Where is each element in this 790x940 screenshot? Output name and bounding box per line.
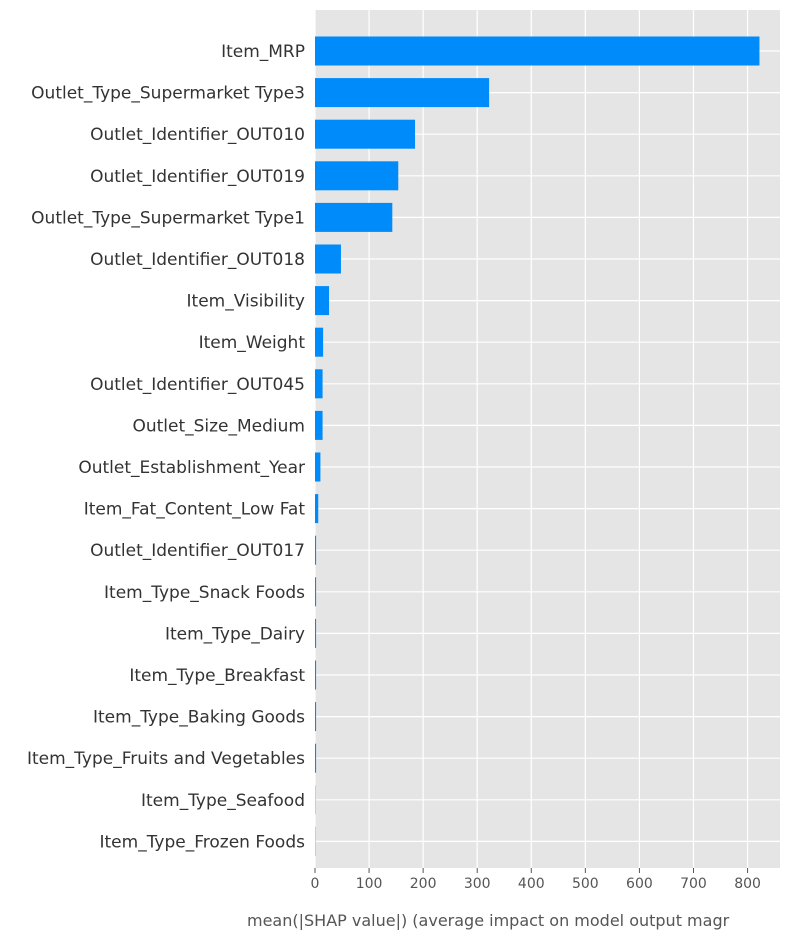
bar <box>315 743 317 773</box>
x-tick-label: 100 <box>356 876 383 892</box>
bar <box>315 702 317 732</box>
category-label: Item_Weight <box>199 333 306 353</box>
x-axis-label: mean(|SHAP value|) (average impact on mo… <box>247 911 730 930</box>
x-tick-label: 500 <box>572 876 599 892</box>
bar <box>315 535 317 565</box>
category-label: Item_Fat_Content_Low Fat <box>84 500 306 520</box>
category-label: Item_Type_Dairy <box>165 624 305 644</box>
category-labels: Item_MRP Outlet_Type_Supermarket Type3 Out… <box>27 42 305 852</box>
category-label: Outlet_Identifier_OUT019 <box>90 167 305 187</box>
x-tick-label: 600 <box>626 876 653 892</box>
category-label: Outlet_Identifier_OUT018 <box>90 250 305 270</box>
x-tick-label: 0 <box>311 876 320 892</box>
bar <box>315 286 330 316</box>
x-tick-label: 700 <box>680 876 707 892</box>
bar <box>315 410 323 440</box>
bar <box>315 244 341 274</box>
category-label: Item_Type_Frozen Foods <box>100 832 306 852</box>
bar <box>315 452 321 482</box>
bar <box>315 369 323 399</box>
bar <box>315 78 490 108</box>
category-label: Outlet_Size_Medium <box>132 416 305 436</box>
category-label: Item_Type_Seafood <box>141 791 305 811</box>
bar <box>315 660 317 690</box>
category-label: Outlet_Identifier_OUT045 <box>90 375 305 395</box>
category-label: Item_Type_Breakfast <box>129 666 305 686</box>
bar <box>315 36 760 66</box>
bar <box>315 202 393 232</box>
category-label: Item_Type_Baking Goods <box>93 708 305 728</box>
x-tick-label: 300 <box>464 876 491 892</box>
x-tick-label: 400 <box>518 876 545 892</box>
category-label: Outlet_Identifier_OUT010 <box>90 125 305 145</box>
category-label: Outlet_Establishment_Year <box>78 458 305 478</box>
category-label: Outlet_Type_Supermarket Type1 <box>31 208 305 228</box>
bar <box>315 618 317 648</box>
category-label: Outlet_Type_Supermarket Type3 <box>31 84 305 104</box>
bar <box>315 119 416 149</box>
plot-background <box>315 10 780 868</box>
category-label: Item_MRP <box>221 42 305 62</box>
bar <box>315 161 399 191</box>
bar <box>315 494 319 524</box>
x-tick-label: 800 <box>734 876 761 892</box>
bar <box>315 327 324 357</box>
x-tick-labels: 0 100 200 300 400 500 600 700 800 <box>311 868 761 892</box>
category-label: Item_Visibility <box>187 292 305 312</box>
category-label: Outlet_Identifier_OUT017 <box>90 541 305 561</box>
bar <box>315 577 317 607</box>
bars <box>315 36 760 856</box>
x-tick-label: 200 <box>410 876 437 892</box>
category-label: Item_Type_Snack Foods <box>104 583 305 603</box>
category-label: Item_Type_Fruits and Vegetables <box>27 749 305 769</box>
